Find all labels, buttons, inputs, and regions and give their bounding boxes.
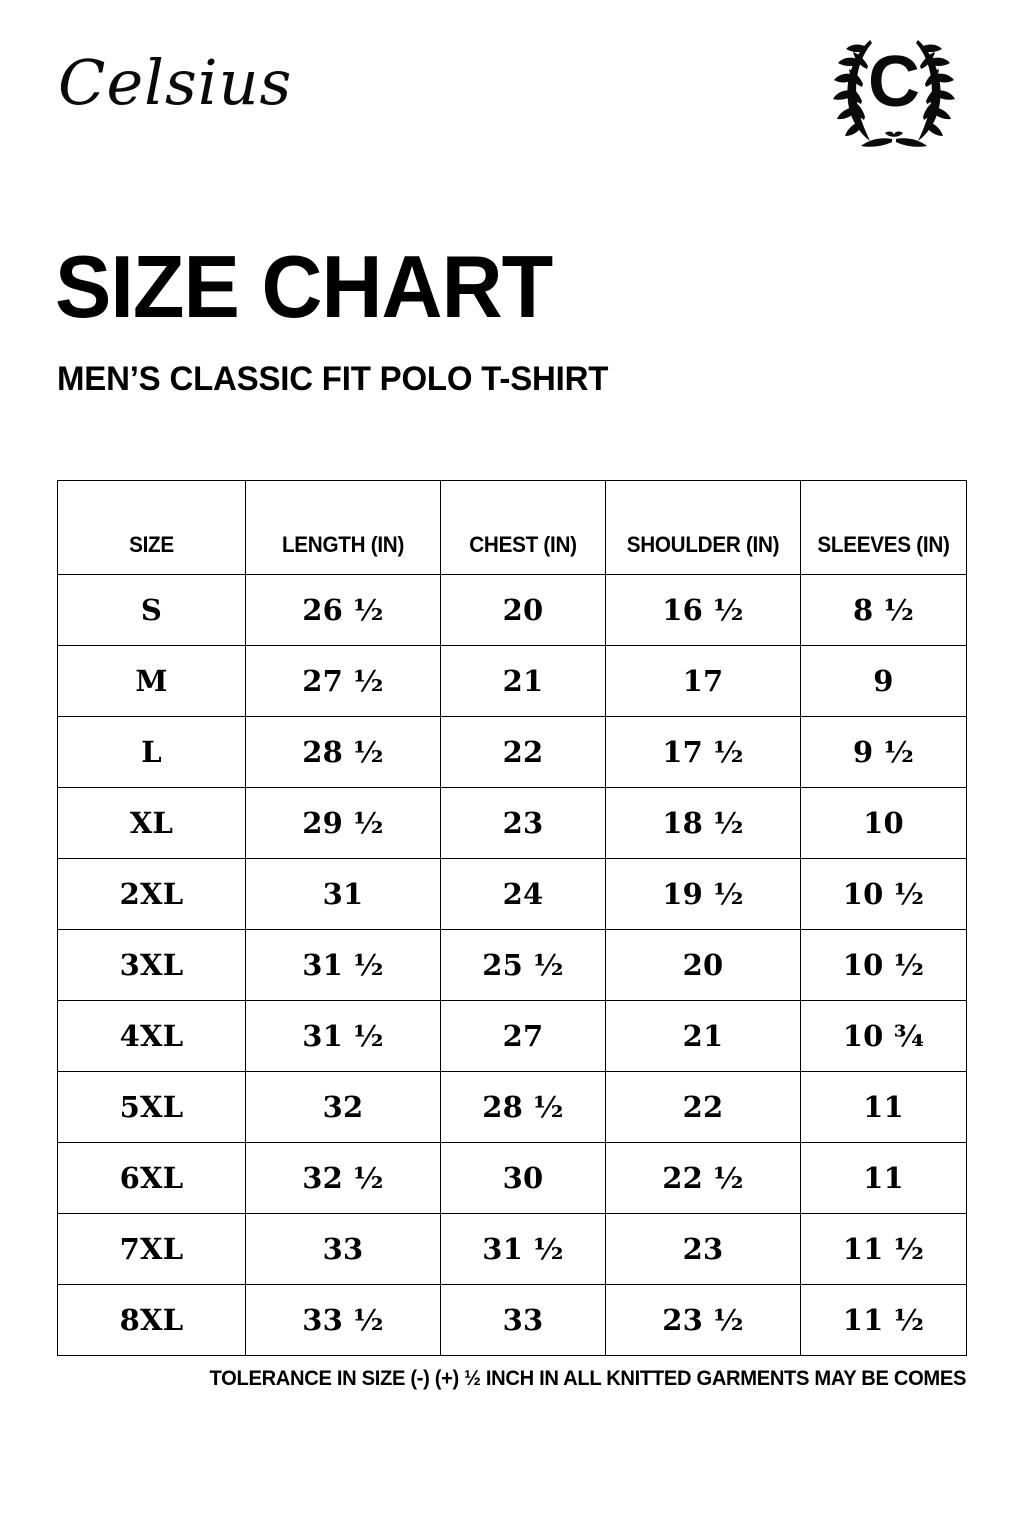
- size-chart-table-container: SIZE LENGTH (IN) CHEST (IN) SHOULDER (IN…: [57, 480, 967, 1356]
- column-header-sleeves: SLEEVES (IN): [800, 480, 967, 575]
- cell-length: 26 ½: [245, 574, 441, 646]
- cell-chest: 33: [440, 1284, 606, 1356]
- emblem-letter: C: [868, 42, 920, 122]
- table-row: 6XL 32 ½ 30 22 ½ 11: [57, 1142, 967, 1214]
- tolerance-note: TOLERANCE IN SIZE (-) (+) ½ INCH IN ALL …: [0, 1367, 1024, 1391]
- cell-chest: 20: [440, 574, 606, 646]
- cell-shoulder: 23 ½: [605, 1284, 801, 1356]
- cell-size: M: [57, 645, 246, 717]
- cell-size: 4XL: [57, 1000, 246, 1072]
- cell-chest: 21: [440, 645, 606, 717]
- table-row: 2XL 31 24 19 ½ 10 ½: [57, 858, 967, 930]
- cell-shoulder: 20: [605, 929, 801, 1001]
- cell-size: L: [57, 716, 246, 788]
- table-row: L 28 ½ 22 17 ½ 9 ½: [57, 716, 967, 788]
- cell-chest: 25 ½: [440, 929, 606, 1001]
- page-title: SIZE CHART: [55, 237, 553, 336]
- cell-sleeves: 11 ½: [800, 1284, 967, 1356]
- tolerance-note-text: TOLERANCE IN SIZE (-) (+) ½ INCH IN ALL …: [209, 1367, 966, 1390]
- cell-length: 32: [245, 1071, 441, 1143]
- cell-sleeves: 11: [800, 1142, 967, 1214]
- cell-size: 2XL: [57, 858, 246, 930]
- cell-sleeves: 10 ½: [800, 929, 967, 1001]
- cell-shoulder: 21: [605, 1000, 801, 1072]
- table-row: M 27 ½ 21 17 9: [57, 645, 967, 717]
- table-row: XL 29 ½ 23 18 ½ 10: [57, 787, 967, 859]
- cell-chest: 30: [440, 1142, 606, 1214]
- table-header-row: SIZE LENGTH (IN) CHEST (IN) SHOULDER (IN…: [57, 480, 967, 575]
- table-header: SIZE LENGTH (IN) CHEST (IN) SHOULDER (IN…: [57, 480, 967, 575]
- cell-size: S: [57, 574, 246, 646]
- table-row: 5XL 32 28 ½ 22 11: [57, 1071, 967, 1143]
- page-subtitle: MEN’S CLASSIC FIT POLO T-SHIRT: [57, 360, 609, 398]
- cell-length: 33: [245, 1213, 441, 1285]
- cell-chest: 31 ½: [440, 1213, 606, 1285]
- cell-shoulder: 17: [605, 645, 801, 717]
- cell-size: 3XL: [57, 929, 246, 1001]
- cell-shoulder: 23: [605, 1213, 801, 1285]
- cell-sleeves: 8 ½: [800, 574, 967, 646]
- cell-sleeves: 10: [800, 787, 967, 859]
- laurel-wreath-c-emblem-icon: C: [826, 22, 962, 158]
- cell-length: 33 ½: [245, 1284, 441, 1356]
- cell-size: 8XL: [57, 1284, 246, 1356]
- table-row: 8XL 33 ½ 33 23 ½ 11 ½: [57, 1284, 967, 1356]
- cell-sleeves: 11 ½: [800, 1213, 967, 1285]
- cell-chest: 23: [440, 787, 606, 859]
- cell-chest: 24: [440, 858, 606, 930]
- column-header-length: LENGTH (IN): [245, 480, 441, 575]
- cell-length: 31: [245, 858, 441, 930]
- table-row: S 26 ½ 20 16 ½ 8 ½: [57, 574, 967, 646]
- cell-shoulder: 17 ½: [605, 716, 801, 788]
- cell-size: 5XL: [57, 1071, 246, 1143]
- cell-chest: 28 ½: [440, 1071, 606, 1143]
- cell-length: 29 ½: [245, 787, 441, 859]
- cell-shoulder: 19 ½: [605, 858, 801, 930]
- cell-sleeves: 10 ½: [800, 858, 967, 930]
- brand-wordmark: Celsius: [58, 46, 293, 119]
- cell-shoulder: 22 ½: [605, 1142, 801, 1214]
- table-row: 3XL 31 ½ 25 ½ 20 10 ½: [57, 929, 967, 1001]
- cell-chest: 22: [440, 716, 606, 788]
- cell-length: 31 ½: [245, 1000, 441, 1072]
- cell-sleeves: 9 ½: [800, 716, 967, 788]
- cell-length: 27 ½: [245, 645, 441, 717]
- cell-shoulder: 16 ½: [605, 574, 801, 646]
- table-row: 7XL 33 31 ½ 23 11 ½: [57, 1213, 967, 1285]
- cell-size: 6XL: [57, 1142, 246, 1214]
- cell-length: 32 ½: [245, 1142, 441, 1214]
- cell-sleeves: 10 ¾: [800, 1000, 967, 1072]
- cell-sleeves: 9: [800, 645, 967, 717]
- table-row: 4XL 31 ½ 27 21 10 ¾: [57, 1000, 967, 1072]
- cell-shoulder: 18 ½: [605, 787, 801, 859]
- column-header-chest: CHEST (IN): [440, 480, 606, 575]
- column-header-size: SIZE: [57, 480, 246, 575]
- column-header-shoulder: SHOULDER (IN): [605, 480, 801, 575]
- cell-size: XL: [57, 787, 246, 859]
- cell-length: 28 ½: [245, 716, 441, 788]
- cell-length: 31 ½: [245, 929, 441, 1001]
- size-chart-table: SIZE LENGTH (IN) CHEST (IN) SHOULDER (IN…: [57, 480, 967, 1356]
- brand-header: Celsius: [0, 0, 1024, 200]
- cell-size: 7XL: [57, 1213, 246, 1285]
- cell-shoulder: 22: [605, 1071, 801, 1143]
- table-body: S 26 ½ 20 16 ½ 8 ½ M 27 ½ 21 17 9 L 28 ½…: [57, 574, 967, 1356]
- cell-sleeves: 11: [800, 1071, 967, 1143]
- cell-chest: 27: [440, 1000, 606, 1072]
